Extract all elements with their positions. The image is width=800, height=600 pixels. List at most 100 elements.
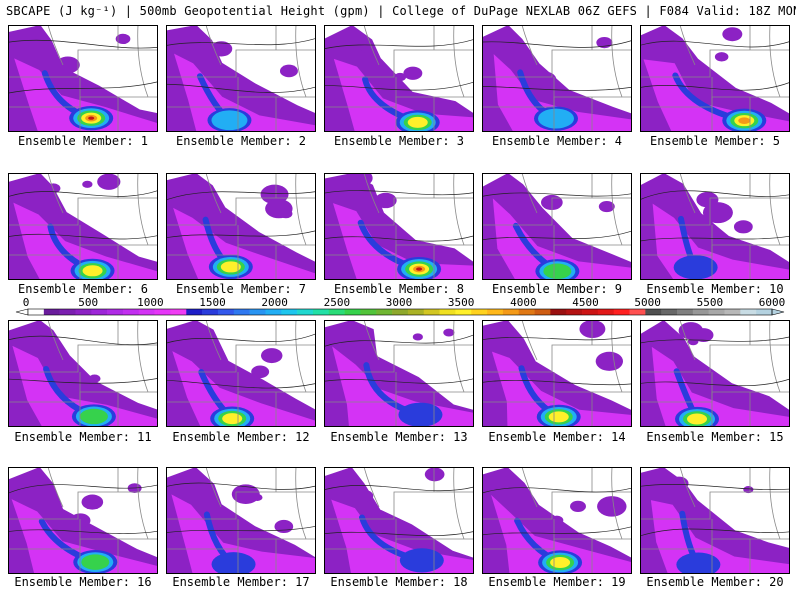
colorbar-swatch	[692, 309, 709, 315]
cape-shading-blob	[743, 486, 754, 494]
cape-shading-blob	[357, 490, 374, 502]
cape-core-yellow	[220, 261, 241, 273]
cape-shading-blob	[46, 183, 61, 194]
ensemble-member-label: Ensemble Member: 19	[488, 575, 626, 589]
cape-map	[640, 173, 790, 280]
panel-frame	[8, 467, 158, 574]
ensemble-member-map	[482, 25, 632, 132]
cape-shading-blob	[696, 191, 719, 208]
ensemble-member-map	[324, 320, 474, 427]
state-borders	[8, 320, 158, 427]
ensemble-member-label: Ensemble Member: 12	[172, 430, 310, 444]
colorbar-swatch	[756, 309, 773, 315]
colorbar-swatch	[122, 309, 140, 315]
cape-map	[166, 320, 316, 427]
ensemble-member-label: Ensemble Member: 10	[646, 282, 784, 296]
cape-core-red	[88, 116, 95, 120]
cape-shading-mid	[332, 203, 474, 280]
height-contours	[324, 485, 474, 537]
panel-frame	[640, 467, 790, 574]
cape-shading-mid	[332, 346, 474, 427]
colorbar-tick-label: 6000	[759, 296, 786, 309]
panel-frame	[324, 25, 474, 132]
colorbar-swatch	[138, 309, 155, 315]
cape-shading-blob	[231, 484, 260, 504]
cape-shading-mid	[651, 346, 790, 427]
ensemble-member-label: Ensemble Member: 15	[646, 430, 784, 444]
cape-shading-mid	[13, 202, 158, 280]
colorbar-swatch	[91, 309, 108, 315]
colorbar-swatch	[407, 309, 425, 315]
cape-shading-mid	[492, 198, 632, 280]
cape-shading-blob	[26, 337, 43, 349]
state-borders	[324, 173, 474, 280]
cape-shading-blob	[55, 56, 80, 74]
state-borders	[640, 320, 790, 427]
cape-shading-mid	[173, 207, 316, 280]
colorbar-tick-label: 3500	[448, 296, 475, 309]
colorbar-swatch	[439, 309, 456, 315]
colorbar-swatch	[550, 309, 567, 315]
cape-map	[324, 467, 474, 574]
panel-frame	[640, 173, 790, 280]
ensemble-member-map	[324, 25, 474, 132]
ensemble-member-label: Ensemble Member: 8	[333, 282, 465, 296]
cape-shading-blob	[274, 519, 294, 533]
state-borders	[8, 25, 158, 132]
cape-shading-blob	[394, 72, 407, 82]
colorbar-tick-label: 0	[23, 296, 30, 309]
panel-frame	[8, 25, 158, 132]
cape-shading-blob	[598, 200, 615, 213]
ensemble-member-label: Ensemble Member: 4	[491, 134, 623, 148]
cape-shading-blob	[82, 180, 93, 188]
height-contours	[166, 38, 316, 93]
colorbar-swatch	[202, 309, 219, 315]
colorbar-swatch	[629, 309, 646, 315]
cape-shading-blob	[252, 493, 263, 501]
colorbar-right-arrow	[771, 308, 785, 316]
colorbar-swatch	[59, 309, 76, 315]
ensemble-member-map	[640, 173, 790, 280]
cape-map	[8, 320, 158, 427]
colorbar-swatch	[170, 309, 187, 315]
height-contours	[166, 482, 316, 533]
ensemble-member-map	[8, 25, 158, 132]
colorbar-swatch	[455, 309, 472, 315]
panel-frame	[324, 173, 474, 280]
ensemble-member-label: Ensemble Member: 5	[649, 134, 781, 148]
cape-map	[482, 467, 632, 574]
state-borders	[482, 173, 632, 280]
colorbar-swatch	[645, 309, 662, 315]
cape-map	[166, 173, 316, 280]
cape-shading-blob	[360, 42, 375, 53]
panel-frame	[324, 467, 474, 574]
cape-shading-mid	[643, 59, 790, 132]
panel-frame	[482, 173, 632, 280]
colorbar-swatch	[344, 309, 361, 315]
cape-core-yellow	[222, 413, 243, 425]
colorbar-swatch	[566, 309, 583, 315]
ensemble-member-label: Ensemble Member: 14	[488, 430, 626, 444]
ensemble-member-map	[324, 467, 474, 574]
cape-shading-blob	[679, 62, 693, 72]
cape-map	[324, 320, 474, 427]
cape-shading-mid	[491, 494, 632, 574]
cape-core-yellow	[407, 116, 428, 128]
colorbar-swatch	[43, 309, 60, 315]
colorbar-swatch	[518, 309, 535, 315]
ensemble-member-map	[8, 467, 158, 574]
cape-shading-blob	[279, 209, 293, 219]
colorbar-swatch	[582, 309, 599, 315]
state-borders	[324, 320, 474, 427]
colorbar-swatch	[297, 309, 314, 315]
cape-shading-blob	[733, 220, 753, 234]
panel-frame	[8, 320, 158, 427]
state-borders	[640, 173, 790, 280]
ensemble-member-map	[324, 173, 474, 280]
colorbar-swatch	[502, 309, 520, 315]
ensemble-member-map	[166, 173, 316, 280]
state-borders	[324, 25, 474, 132]
ensemble-member-label: Ensemble Member: 9	[491, 282, 623, 296]
cape-shading-blob	[524, 218, 537, 228]
height-contours	[8, 484, 158, 534]
